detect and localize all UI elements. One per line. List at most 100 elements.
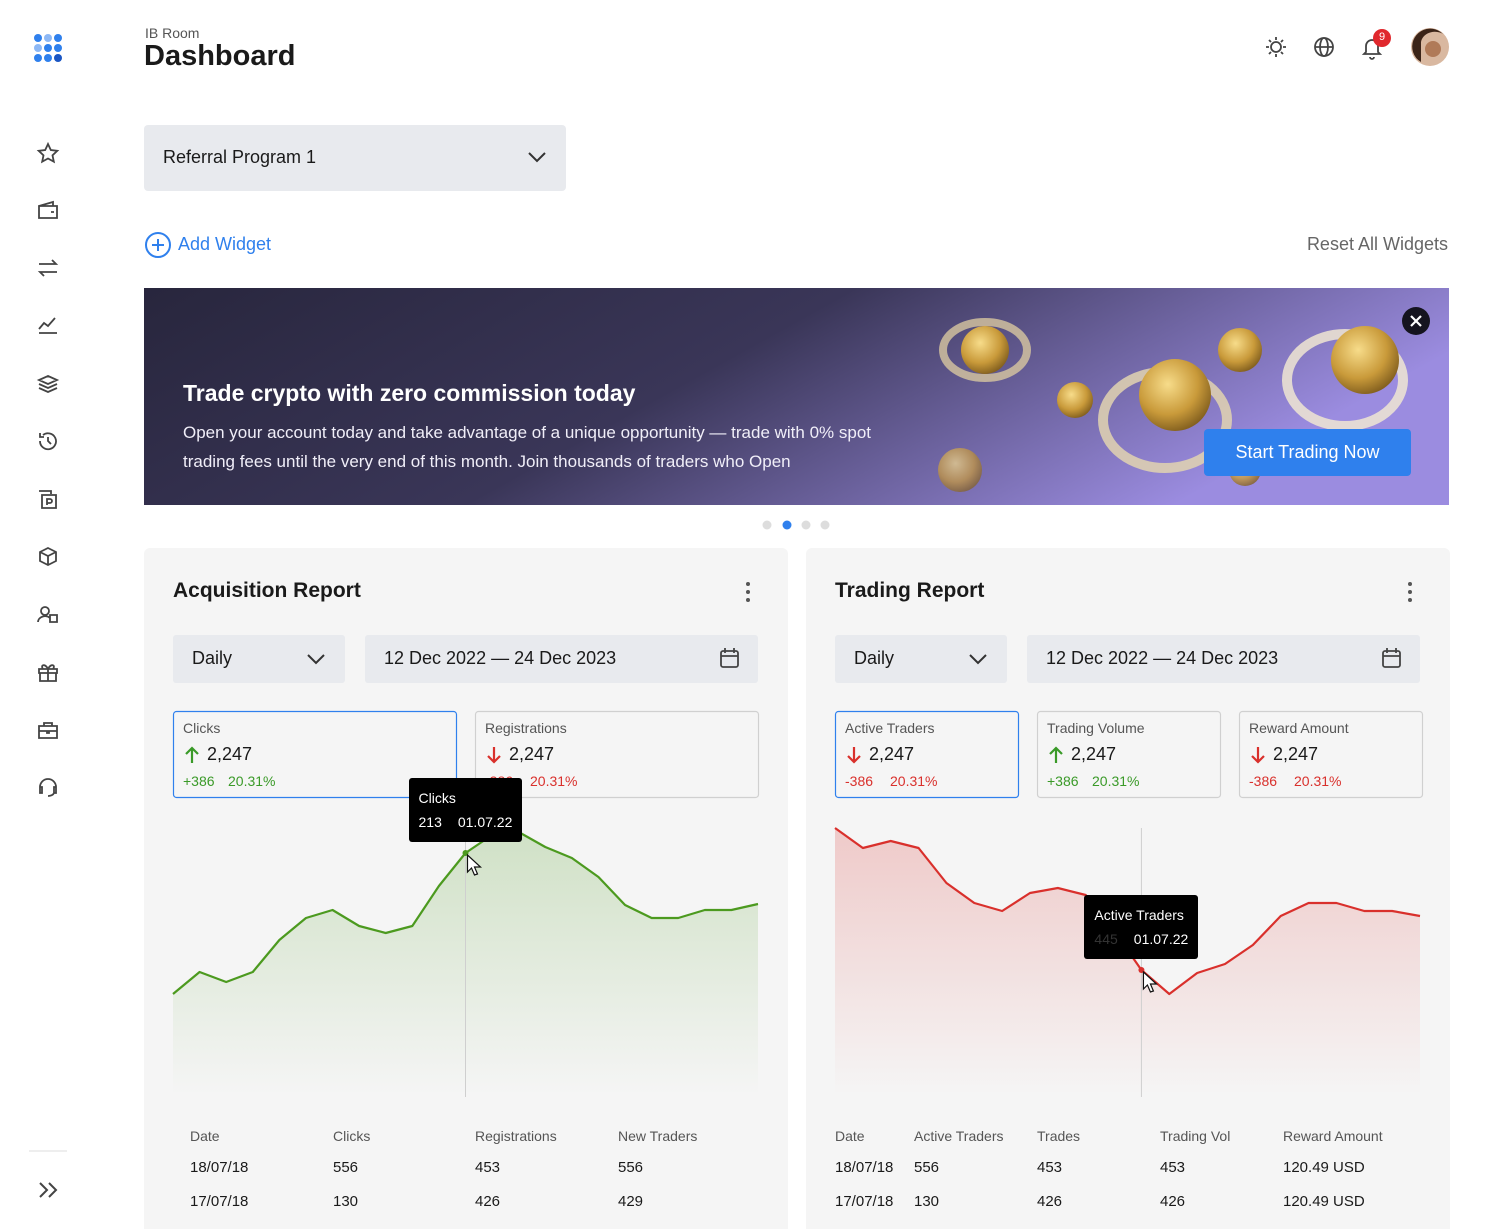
metric-percent: 20.31% bbox=[1294, 773, 1342, 789]
carousel-dots[interactable] bbox=[762, 520, 830, 530]
nav-item[interactable] bbox=[39, 490, 57, 509]
tooltip-row: 213 01.07.22 bbox=[419, 810, 513, 834]
card-menu[interactable] bbox=[746, 582, 750, 602]
metric-label: Registrations bbox=[485, 720, 567, 736]
theme-toggle[interactable] bbox=[1266, 37, 1286, 57]
table-header: Date bbox=[190, 1128, 220, 1144]
metric-card[interactable] bbox=[474, 710, 760, 799]
breadcrumb: IB Room bbox=[145, 25, 200, 41]
table-header: Date bbox=[835, 1128, 865, 1144]
tooltip-value: 213 bbox=[418, 814, 442, 830]
tooltip-date: 01.07.22 bbox=[1133, 931, 1189, 947]
metric-value: 2,247 bbox=[1273, 744, 1319, 764]
tooltip-label: Clicks bbox=[418, 790, 456, 806]
metric-value: 2,247 bbox=[509, 744, 555, 764]
program-select-text[interactable]: Referral Program 1 bbox=[163, 147, 317, 167]
nav-item[interactable] bbox=[39, 432, 57, 451]
date-range[interactable] bbox=[1027, 635, 1420, 683]
period-select[interactable] bbox=[835, 635, 1007, 683]
nav-item[interactable] bbox=[38, 722, 58, 739]
table-cell: 453 bbox=[1160, 1159, 1186, 1176]
add-widget[interactable]: Add Widget bbox=[178, 234, 272, 254]
nav-icon bbox=[36, 141, 60, 164]
nav-icon bbox=[37, 606, 58, 623]
metric-value: 2,247 bbox=[1071, 744, 1117, 764]
metric-percent: 20.31% bbox=[890, 773, 938, 789]
nav-item[interactable] bbox=[36, 141, 60, 164]
nav-icon bbox=[39, 432, 57, 451]
cursor bbox=[1142, 970, 1158, 993]
date-range-text[interactable]: 12 Dec 2022 — 24 Dec 2023 bbox=[1046, 648, 1279, 668]
table-cell: 17/07/18 bbox=[190, 1193, 249, 1210]
nav-item[interactable] bbox=[39, 778, 57, 797]
metric-percent: 20.31% bbox=[228, 773, 276, 789]
cal bbox=[1383, 648, 1400, 657]
nav-icon bbox=[38, 200, 58, 219]
tooltip-row: 445 01.07.22 bbox=[1094, 927, 1188, 951]
nav-item[interactable] bbox=[36, 375, 60, 393]
table-cell: 426 bbox=[1037, 1193, 1063, 1210]
metric-card[interactable] bbox=[1036, 710, 1222, 799]
period-text[interactable]: Daily bbox=[192, 648, 233, 668]
metric-value: 2,247 bbox=[869, 744, 915, 764]
trend-arrow bbox=[185, 746, 199, 763]
date-range[interactable] bbox=[365, 635, 758, 683]
tooltip-date: 01.07.22 bbox=[457, 814, 513, 830]
table-header: Active Traders bbox=[914, 1128, 1004, 1144]
period-text[interactable]: Daily bbox=[854, 648, 895, 668]
nav-item[interactable] bbox=[39, 546, 57, 567]
date-range-text[interactable]: 12 Dec 2022 — 24 Dec 2023 bbox=[384, 648, 617, 668]
metric-percent: 20.31% bbox=[530, 773, 578, 789]
program-select[interactable] bbox=[144, 125, 566, 191]
table-cell: 453 bbox=[1037, 1159, 1063, 1176]
nav-item[interactable] bbox=[38, 317, 57, 334]
banner-title: Trade crypto with zero commission today bbox=[183, 380, 636, 406]
metric-change: +386 bbox=[1047, 773, 1079, 789]
table-cell: 18/07/18 bbox=[835, 1159, 894, 1176]
table-cell: 429 bbox=[618, 1193, 644, 1210]
expand-sidebar[interactable] bbox=[39, 1182, 58, 1198]
close-banner[interactable] bbox=[1402, 307, 1430, 335]
sidebar-nav bbox=[36, 141, 60, 797]
cta-button[interactable] bbox=[1204, 429, 1411, 476]
cta-text[interactable]: Start Trading Now bbox=[1235, 442, 1380, 462]
metric-change: -386 bbox=[845, 773, 874, 789]
chevron bbox=[528, 152, 546, 163]
dot bbox=[746, 582, 750, 586]
table-header: Trades bbox=[1037, 1128, 1081, 1144]
period-select[interactable] bbox=[173, 635, 345, 683]
chevron bbox=[307, 654, 325, 665]
dot bbox=[1408, 598, 1412, 602]
nav-item[interactable] bbox=[37, 259, 59, 277]
nav-icon bbox=[38, 664, 58, 682]
nav-item[interactable] bbox=[38, 200, 58, 219]
table-header: Registrations bbox=[475, 1128, 557, 1144]
add-widget-icon bbox=[145, 232, 171, 258]
nav-icon bbox=[38, 722, 58, 739]
metric-card[interactable] bbox=[834, 710, 1020, 799]
trend-arrow bbox=[1049, 746, 1063, 763]
language[interactable] bbox=[1314, 37, 1334, 57]
card-title: Trading Report bbox=[835, 579, 985, 602]
metric-value: 2,247 bbox=[207, 744, 253, 764]
cal bbox=[1382, 650, 1401, 668]
logo[interactable] bbox=[34, 34, 62, 62]
metric-card[interactable] bbox=[1238, 710, 1424, 799]
card-menu[interactable] bbox=[1408, 582, 1412, 602]
nav-icon bbox=[36, 375, 60, 393]
table-cell: 426 bbox=[1160, 1193, 1186, 1210]
metric-change: +386 bbox=[183, 773, 215, 789]
nav-item[interactable] bbox=[38, 664, 58, 682]
chart-area bbox=[835, 828, 1420, 1095]
reset-widgets[interactable]: Reset All Widgets bbox=[1306, 234, 1448, 254]
nav-icon bbox=[39, 546, 57, 567]
tooltip-label: Active Traders bbox=[1094, 907, 1184, 923]
nav-item[interactable] bbox=[37, 606, 58, 623]
avatar[interactable] bbox=[1411, 28, 1449, 66]
tooltip: Active Traders 445 01.07.22 bbox=[1084, 895, 1199, 959]
table-cell: 426 bbox=[475, 1193, 501, 1210]
metric-card[interactable] bbox=[172, 710, 458, 799]
